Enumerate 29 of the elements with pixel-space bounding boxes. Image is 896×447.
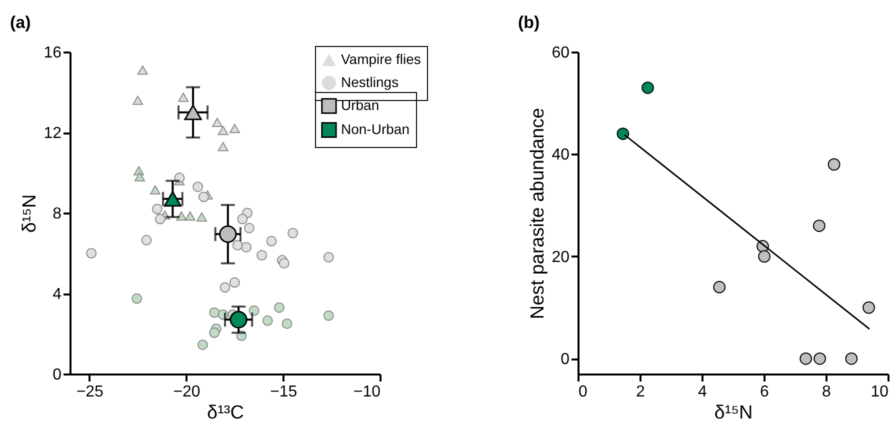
y-tick-label: 40 xyxy=(552,146,570,164)
y-tick-label: 20 xyxy=(552,248,570,266)
y-tick-label: 4 xyxy=(52,286,62,303)
y-tick-label: 0 xyxy=(560,351,570,368)
y-tick-label: 12 xyxy=(44,125,62,142)
x-tick-label: 8 xyxy=(822,384,832,400)
legend-label: Nestlings xyxy=(341,74,399,90)
x-tick-label: 10 xyxy=(870,384,889,400)
x-tick-label: −25 xyxy=(76,384,104,400)
x-axis-title: δ¹⁵N xyxy=(714,402,753,424)
y-axis-title: Nest parasite abundance xyxy=(528,108,549,320)
y-tick-label: 16 xyxy=(44,44,62,62)
x-tick-label: 0 xyxy=(578,384,588,400)
y-tick-label: 0 xyxy=(52,366,62,384)
x-tick-label: −20 xyxy=(173,384,200,400)
x-tick-label: 2 xyxy=(636,384,646,400)
legend-label: Vampire flies xyxy=(341,51,421,67)
x-tick-label: −10 xyxy=(353,384,381,400)
x-tick-label: −15 xyxy=(270,384,298,400)
legend-label: Non-Urban xyxy=(341,121,410,137)
y-axis-title: δ¹⁵N xyxy=(20,194,41,233)
chart-title: (a) xyxy=(10,13,31,32)
y-tick-label: 60 xyxy=(552,44,570,62)
x-axis-title: δ¹³C xyxy=(207,402,244,424)
x-tick-label: 6 xyxy=(760,384,770,400)
legend-label: Urban xyxy=(341,97,380,113)
chart-title: (b) xyxy=(518,13,540,32)
y-tick-label: 8 xyxy=(52,206,62,222)
x-tick-label: 4 xyxy=(698,384,708,400)
